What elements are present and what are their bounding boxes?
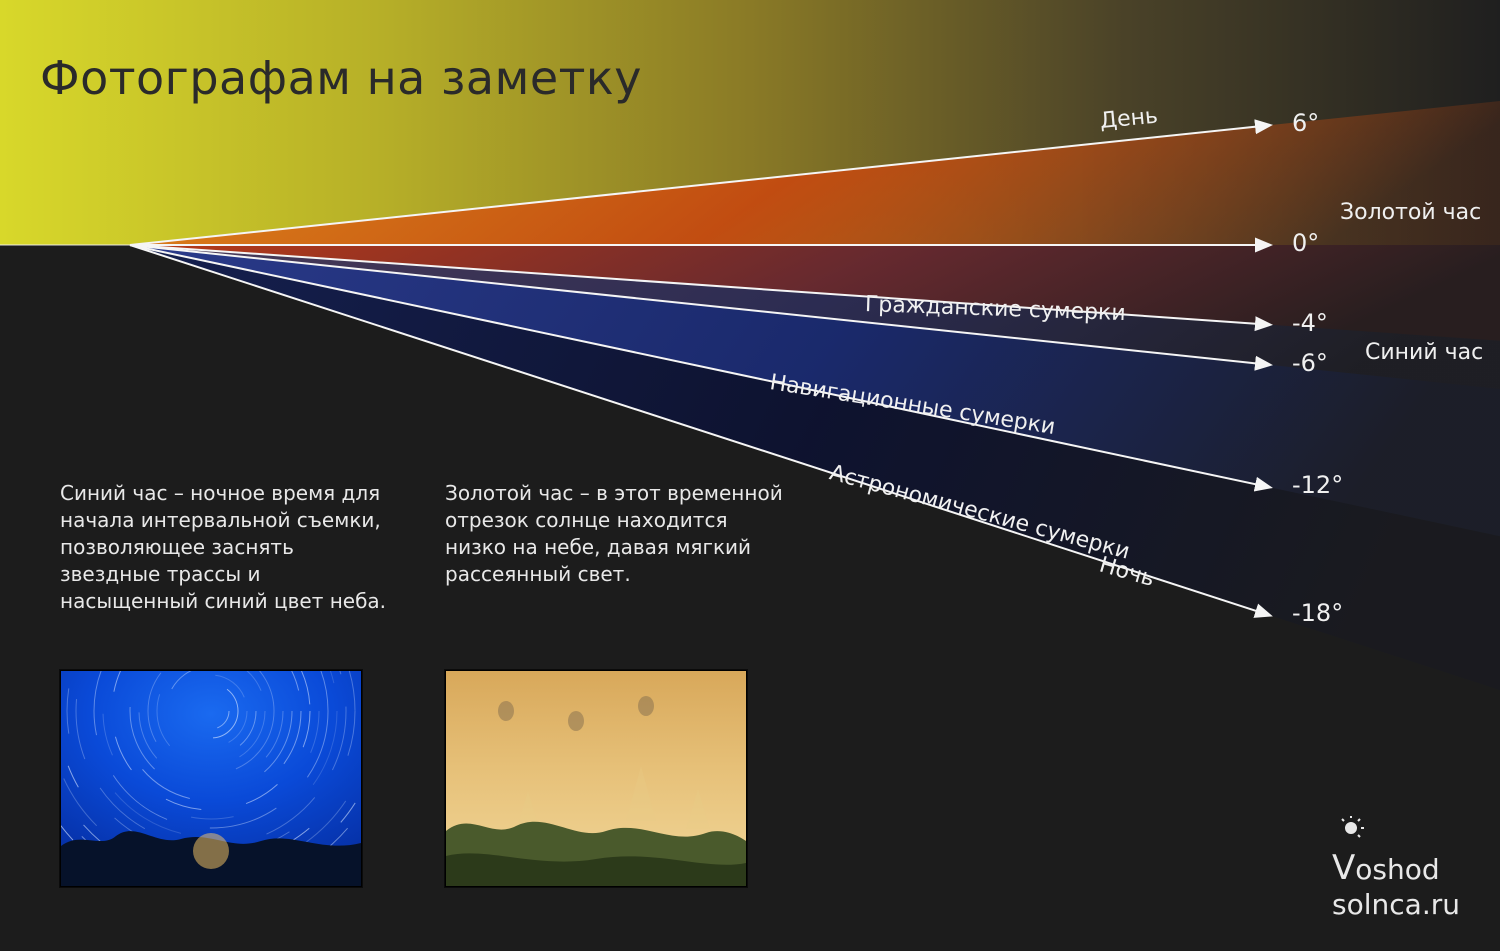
credit-line2: solnca.ru — [1332, 888, 1460, 921]
angle-label--12: -12° — [1292, 471, 1343, 499]
angle-label-0: 0° — [1292, 229, 1319, 257]
credit-watermark: Voshod solnca.ru — [1332, 816, 1460, 921]
side-label-0: Золотой час — [1340, 200, 1481, 225]
golden-hour-description: Золотой час – в этот временной отрезок с… — [445, 480, 785, 588]
blue-hour-thumbnail — [60, 670, 362, 887]
credit-line1: oshod — [1355, 853, 1439, 886]
blue-hour-description: Синий час – ночное время для начала инте… — [60, 480, 400, 615]
angle-label--6: -6° — [1292, 349, 1328, 377]
angle-label--4: -4° — [1292, 309, 1328, 337]
sun-pin-icon — [1328, 816, 1366, 846]
angle-label--18: -18° — [1292, 599, 1343, 627]
infographic-title: Фотографам на заметку — [40, 51, 642, 105]
credit-prefix: V — [1332, 848, 1355, 888]
infographic-stage: Фотографам на заметку 6°День0°-4°-6°-12°… — [0, 0, 1500, 951]
angle-label-6: 6° — [1292, 109, 1319, 137]
side-label-1: Синий час — [1365, 340, 1483, 365]
golden-hour-thumbnail — [445, 670, 747, 887]
